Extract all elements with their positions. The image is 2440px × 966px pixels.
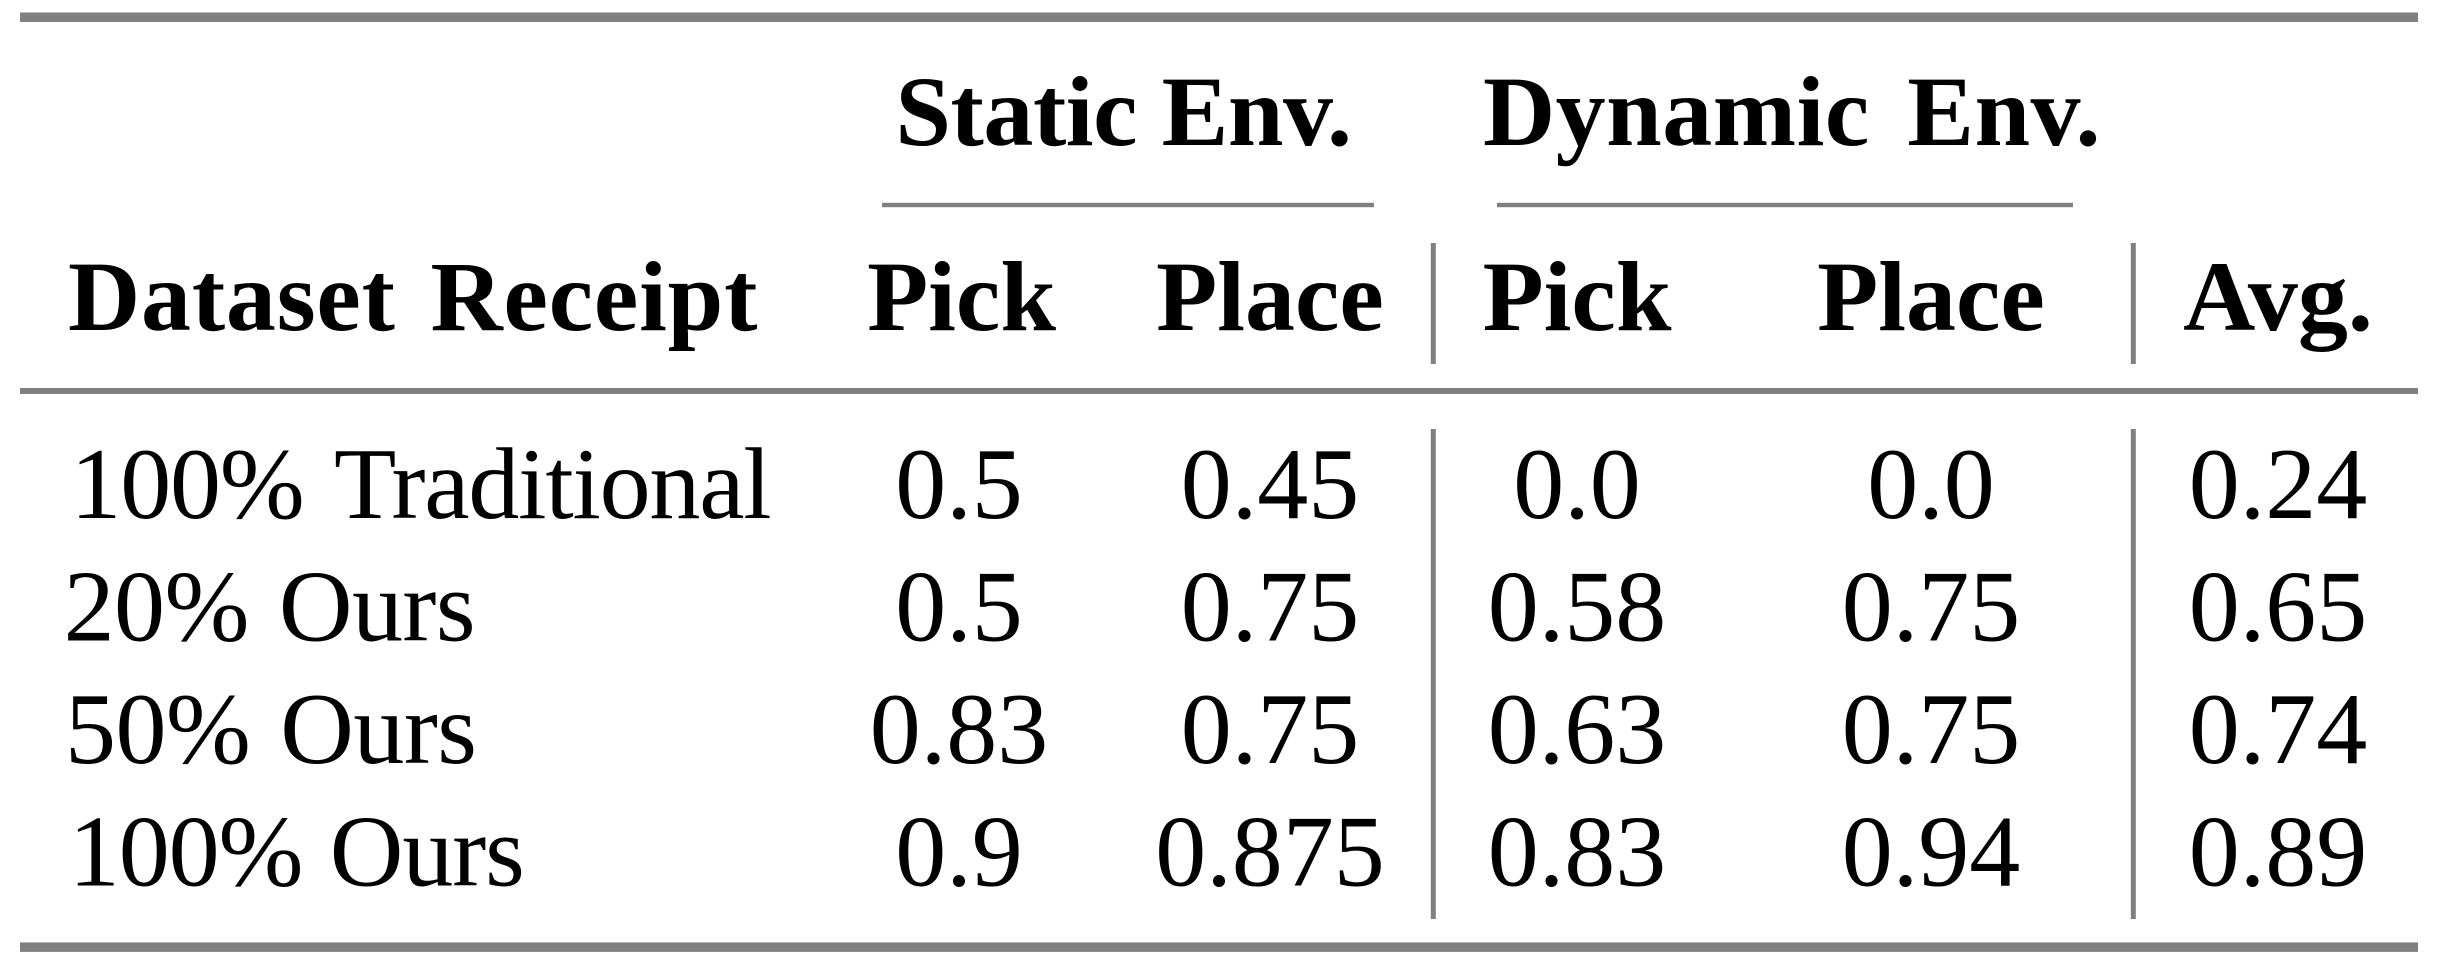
svg-text:0.74: 0.74 (2189, 673, 2368, 786)
svg-text:0.875: 0.875 (1155, 796, 1385, 909)
svg-text:50% Ours: 50% Ours (65, 673, 476, 786)
svg-text:0.89: 0.89 (2189, 796, 2368, 909)
svg-text:0.9: 0.9 (895, 796, 1023, 909)
svg-text:0.65: 0.65 (2189, 551, 2368, 664)
svg-text:Pick: Pick (1483, 241, 1672, 352)
svg-text:Pick: Pick (867, 241, 1056, 352)
svg-text:0.0: 0.0 (1867, 428, 1995, 541)
svg-text:0.58: 0.58 (1488, 551, 1667, 664)
svg-text:Dynamic Env.: Dynamic Env. (1483, 56, 2101, 167)
svg-text:0.83: 0.83 (1488, 796, 1667, 909)
svg-text:0.75: 0.75 (1842, 551, 2021, 664)
svg-text:0.24: 0.24 (2189, 428, 2368, 541)
svg-text:Place: Place (1817, 241, 2045, 352)
svg-text:100% Ours: 100% Ours (69, 796, 524, 909)
svg-text:20% Ours: 20% Ours (64, 551, 475, 664)
svg-text:100% Traditional: 100% Traditional (70, 428, 770, 541)
svg-text:0.94: 0.94 (1842, 796, 2021, 909)
svg-text:0.0: 0.0 (1513, 428, 1641, 541)
svg-text:0.63: 0.63 (1488, 673, 1667, 786)
svg-text:0.75: 0.75 (1842, 673, 2021, 786)
svg-text:Dataset Receipt: Dataset Receipt (68, 241, 758, 352)
svg-text:0.83: 0.83 (870, 673, 1049, 786)
svg-text:Avg.: Avg. (2183, 241, 2373, 352)
svg-text:Place: Place (1156, 241, 1384, 352)
svg-text:0.5: 0.5 (895, 551, 1023, 664)
svg-text:0.75: 0.75 (1181, 551, 1360, 664)
svg-text:Static Env.: Static Env. (895, 56, 1351, 167)
svg-text:0.5: 0.5 (895, 428, 1023, 541)
svg-text:0.75: 0.75 (1181, 673, 1360, 786)
svg-text:0.45: 0.45 (1181, 428, 1360, 541)
